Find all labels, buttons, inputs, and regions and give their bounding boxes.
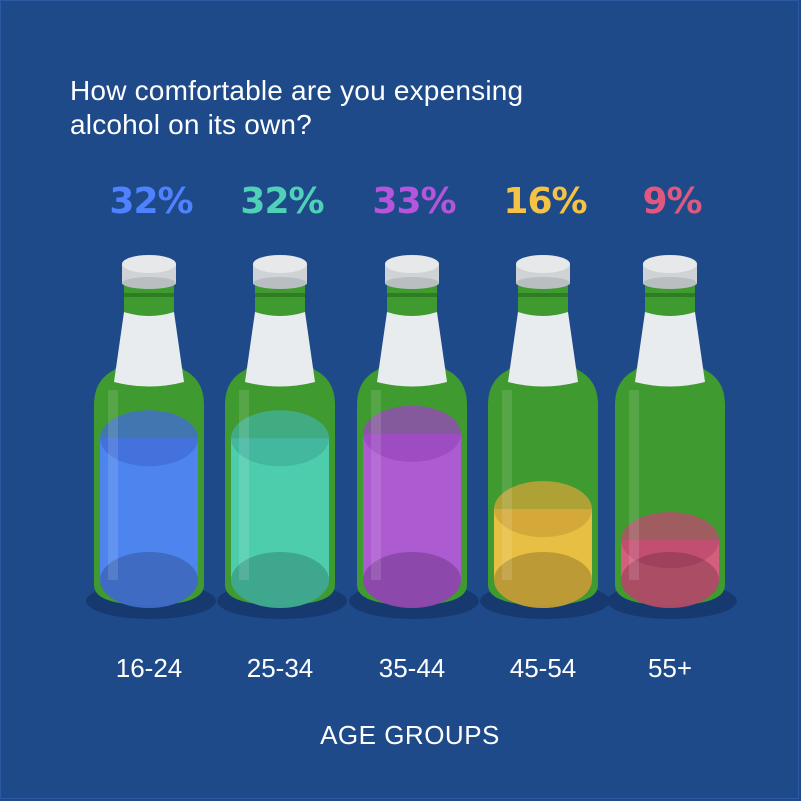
bottle-cap-rim — [122, 277, 176, 289]
x-axis-label: AGE GROUPS — [320, 720, 500, 750]
liquid-bar — [363, 433, 461, 608]
bottle-cap — [385, 255, 439, 273]
bottle-neck-ring — [645, 293, 695, 297]
liquid-bottom-shade — [231, 552, 329, 608]
bottle-neck — [387, 280, 437, 316]
liquid-surface-shade — [231, 410, 329, 467]
x-tick-label: 25-34 — [247, 653, 314, 683]
liquid-bottom-shade — [494, 552, 592, 608]
bottle-neck-label — [377, 312, 447, 387]
data-label: 32% — [240, 181, 323, 222]
bottle-cap — [253, 255, 307, 273]
bottle-neck-label — [245, 312, 315, 387]
chart-title: How comfortable are you expensing alcoho… — [70, 75, 524, 140]
bottle-neck-ring — [255, 293, 305, 297]
bottle-cap-rim — [253, 277, 307, 289]
glass-highlight — [629, 390, 639, 580]
liquid-bottom-shade — [363, 552, 461, 608]
liquid-bottom-shade — [621, 552, 719, 608]
glass-highlight — [371, 390, 381, 580]
x-tick-label: 35-44 — [379, 653, 446, 683]
liquid-surface — [231, 410, 329, 467]
bottle-neck — [645, 280, 695, 316]
bottle-cap — [122, 255, 176, 273]
liquid-bar — [100, 438, 198, 608]
liquid-surface-shade — [363, 405, 461, 462]
bottle-cap-rim — [385, 277, 439, 289]
bottle-45-54: 16% 45-54 — [480, 181, 610, 683]
data-label: 16% — [503, 181, 586, 222]
bottle-neck-ring — [124, 293, 174, 297]
liquid-surface — [100, 410, 198, 467]
x-tick-label: 55+ — [648, 653, 692, 683]
liquid-surface-shade — [494, 481, 592, 538]
liquid-bar — [494, 509, 592, 608]
liquid-surface-shade — [100, 410, 198, 467]
glass-highlight — [502, 390, 512, 580]
liquid-bar — [231, 438, 329, 608]
data-label: 33% — [372, 181, 455, 222]
x-tick-label: 45-54 — [510, 653, 577, 683]
bottle-cap-rim — [516, 277, 570, 289]
liquid-surface — [621, 512, 719, 569]
bottle-neck-label — [635, 312, 705, 387]
liquid-bottom-shade — [100, 552, 198, 608]
bottle-neck — [124, 280, 174, 316]
bottle-25-34: 32% 25-34 — [217, 181, 347, 683]
bottle-neck — [518, 280, 568, 316]
bottle-neck-label — [114, 312, 184, 387]
liquid-surface — [363, 405, 461, 462]
bottle-55+: 9% 55+ — [607, 181, 737, 683]
liquid-surface — [494, 481, 592, 538]
bottle-neck-ring — [518, 293, 568, 297]
x-tick-label: 16-24 — [116, 653, 183, 683]
bottle-cap — [643, 255, 697, 273]
bottle-neck-label — [508, 312, 578, 387]
data-label: 9% — [642, 181, 701, 222]
data-label: 32% — [109, 181, 192, 222]
bottle-cap-rim — [643, 277, 697, 289]
glass-highlight — [239, 390, 249, 580]
glass-highlight — [108, 390, 118, 580]
bottle-cap — [516, 255, 570, 273]
bottle-neck-ring — [387, 293, 437, 297]
bottle-35-44: 33% 35-44 — [349, 181, 479, 683]
bottle-neck — [255, 280, 305, 316]
liquid-surface-shade — [621, 512, 719, 569]
bottle-16-24: 32% 16-24 — [86, 181, 216, 683]
